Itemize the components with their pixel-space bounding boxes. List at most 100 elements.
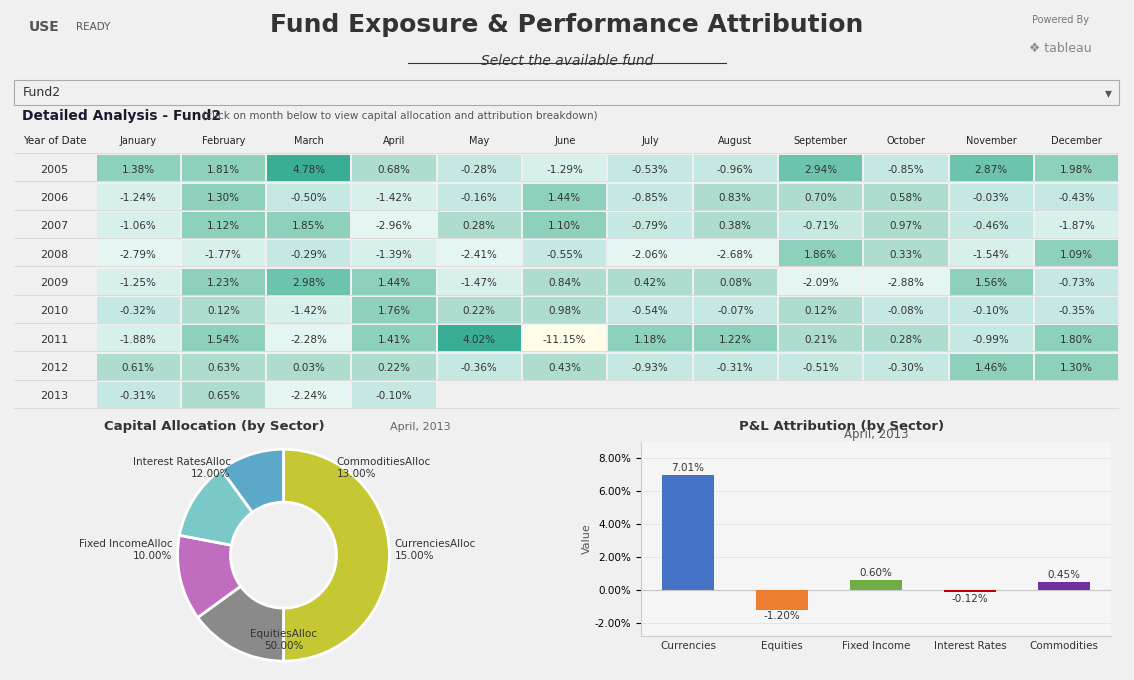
FancyBboxPatch shape — [96, 212, 179, 238]
Text: ❖ tableau: ❖ tableau — [1029, 42, 1092, 55]
Text: READY: READY — [76, 22, 110, 33]
FancyBboxPatch shape — [96, 382, 179, 408]
Text: 1.41%: 1.41% — [378, 335, 411, 345]
Bar — [945, 590, 996, 592]
FancyBboxPatch shape — [523, 382, 607, 408]
Text: 0.22%: 0.22% — [378, 363, 411, 373]
Y-axis label: Value: Value — [582, 524, 592, 554]
FancyBboxPatch shape — [181, 325, 265, 352]
Text: -0.10%: -0.10% — [973, 307, 1009, 316]
Text: -0.43%: -0.43% — [1058, 193, 1095, 203]
Text: April, 2013: April, 2013 — [390, 422, 451, 432]
FancyBboxPatch shape — [353, 155, 435, 182]
Text: -1.88%: -1.88% — [120, 335, 156, 345]
Text: 0.58%: 0.58% — [889, 193, 922, 203]
Text: 0.12%: 0.12% — [206, 307, 240, 316]
Text: Interest RatesAlloc
12.00%: Interest RatesAlloc 12.00% — [133, 458, 230, 479]
Text: -0.29%: -0.29% — [290, 250, 327, 260]
FancyBboxPatch shape — [1035, 297, 1118, 323]
Text: 0.28%: 0.28% — [463, 222, 496, 231]
Text: 1.80%: 1.80% — [1060, 335, 1093, 345]
Text: -0.36%: -0.36% — [462, 363, 498, 373]
Text: 2.87%: 2.87% — [975, 165, 1008, 175]
Text: 1.09%: 1.09% — [1060, 250, 1093, 260]
FancyBboxPatch shape — [950, 297, 1033, 323]
Text: 1.54%: 1.54% — [206, 335, 240, 345]
FancyBboxPatch shape — [96, 155, 179, 182]
Text: -0.71%: -0.71% — [802, 222, 839, 231]
Text: 2013: 2013 — [41, 392, 68, 401]
FancyBboxPatch shape — [609, 155, 692, 182]
Title: April, 2013: April, 2013 — [844, 428, 908, 441]
Text: -0.31%: -0.31% — [120, 392, 156, 401]
Text: 0.83%: 0.83% — [719, 193, 752, 203]
Text: 2008: 2008 — [41, 250, 69, 260]
Text: -0.54%: -0.54% — [632, 307, 668, 316]
Text: -11.15%: -11.15% — [543, 335, 586, 345]
FancyBboxPatch shape — [779, 184, 862, 209]
FancyBboxPatch shape — [181, 354, 265, 379]
Text: Year of Date: Year of Date — [23, 137, 86, 146]
FancyBboxPatch shape — [609, 212, 692, 238]
Text: 7.01%: 7.01% — [671, 462, 704, 473]
Text: (click on month below to view capital allocation and attribution breakdown): (click on month below to view capital al… — [200, 112, 598, 121]
Text: 0.45%: 0.45% — [1048, 571, 1081, 581]
FancyBboxPatch shape — [353, 325, 435, 352]
Text: 1.81%: 1.81% — [206, 165, 240, 175]
FancyBboxPatch shape — [438, 184, 521, 209]
Text: -0.03%: -0.03% — [973, 193, 1009, 203]
Text: 0.28%: 0.28% — [889, 335, 922, 345]
Text: -0.53%: -0.53% — [632, 165, 668, 175]
FancyBboxPatch shape — [96, 269, 179, 294]
Text: 0.98%: 0.98% — [548, 307, 582, 316]
FancyBboxPatch shape — [181, 212, 265, 238]
Text: 0.42%: 0.42% — [634, 278, 667, 288]
FancyBboxPatch shape — [438, 354, 521, 379]
FancyBboxPatch shape — [353, 240, 435, 267]
Text: April: April — [383, 137, 405, 146]
FancyBboxPatch shape — [1035, 184, 1118, 209]
Text: -2.41%: -2.41% — [460, 250, 498, 260]
Text: -2.79%: -2.79% — [120, 250, 156, 260]
Text: -1.42%: -1.42% — [375, 193, 413, 203]
Text: Detailed Analysis - Fund2: Detailed Analysis - Fund2 — [23, 109, 221, 123]
Text: 0.61%: 0.61% — [121, 363, 154, 373]
Text: 2.94%: 2.94% — [804, 165, 837, 175]
Text: January: January — [119, 137, 156, 146]
Text: 1.98%: 1.98% — [1060, 165, 1093, 175]
FancyBboxPatch shape — [1035, 240, 1118, 267]
Text: September: September — [794, 137, 847, 146]
Text: 1.44%: 1.44% — [548, 193, 582, 203]
Text: -0.16%: -0.16% — [462, 193, 498, 203]
Text: 1.23%: 1.23% — [206, 278, 240, 288]
Text: 1.38%: 1.38% — [121, 165, 154, 175]
FancyBboxPatch shape — [864, 382, 948, 408]
FancyBboxPatch shape — [268, 212, 350, 238]
FancyBboxPatch shape — [181, 155, 265, 182]
FancyBboxPatch shape — [353, 212, 435, 238]
FancyBboxPatch shape — [864, 297, 948, 323]
FancyBboxPatch shape — [353, 297, 435, 323]
Text: 1.18%: 1.18% — [634, 335, 667, 345]
Text: 1.46%: 1.46% — [975, 363, 1008, 373]
Text: -2.88%: -2.88% — [888, 278, 924, 288]
Text: 0.43%: 0.43% — [548, 363, 582, 373]
Text: 0.03%: 0.03% — [293, 363, 325, 373]
Text: -1.39%: -1.39% — [375, 250, 413, 260]
Text: -0.28%: -0.28% — [462, 165, 498, 175]
FancyBboxPatch shape — [268, 155, 350, 182]
FancyBboxPatch shape — [609, 297, 692, 323]
Text: -0.99%: -0.99% — [973, 335, 1009, 345]
Text: 0.08%: 0.08% — [719, 278, 752, 288]
Text: ▾: ▾ — [1105, 86, 1111, 100]
Text: -0.07%: -0.07% — [717, 307, 754, 316]
FancyBboxPatch shape — [694, 354, 777, 379]
FancyBboxPatch shape — [523, 240, 607, 267]
FancyBboxPatch shape — [609, 269, 692, 294]
Text: 1.85%: 1.85% — [293, 222, 325, 231]
Text: 1.12%: 1.12% — [206, 222, 240, 231]
Wedge shape — [178, 535, 240, 617]
FancyBboxPatch shape — [950, 184, 1033, 209]
FancyBboxPatch shape — [779, 269, 862, 294]
FancyBboxPatch shape — [96, 184, 179, 209]
